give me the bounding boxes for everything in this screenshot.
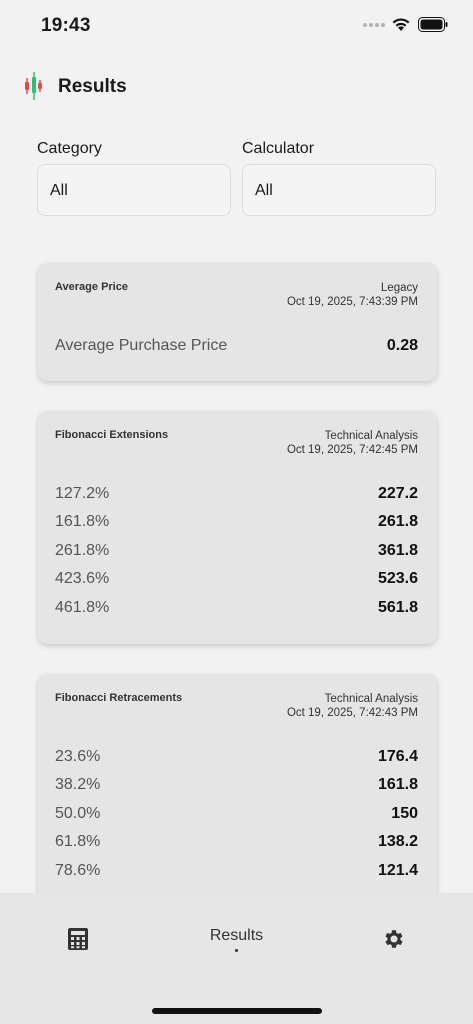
card-timestamp: Oct 19, 2025, 7:43:39 PM bbox=[286, 296, 418, 308]
card-source: Technical Analysis bbox=[324, 693, 418, 705]
tab-bar: Results bbox=[0, 893, 473, 1024]
result-row: 261.8% 361.8 bbox=[55, 542, 418, 564]
wifi-icon bbox=[392, 18, 410, 31]
calculator-icon[interactable] bbox=[66, 927, 90, 951]
calculator-select[interactable]: All bbox=[242, 164, 436, 216]
tab-results[interactable]: Results bbox=[200, 927, 273, 952]
card-timestamp: Oct 19, 2025, 7:42:43 PM bbox=[286, 707, 418, 719]
row-label: 261.8% bbox=[55, 542, 110, 559]
card-title: Fibonacci Retracements bbox=[55, 692, 183, 704]
result-card[interactable]: Average Price Legacy Oct 19, 2025, 7:43:… bbox=[38, 263, 437, 381]
row-label: 461.8% bbox=[55, 599, 110, 616]
result-row: Average Purchase Price 0.28 bbox=[55, 337, 418, 359]
row-label: 127.2% bbox=[55, 485, 110, 502]
card-meta: Technical Analysis Oct 19, 2025, 7:42:45… bbox=[287, 429, 418, 457]
row-value: 561.8 bbox=[377, 599, 418, 616]
card-timestamp: Oct 19, 2025, 7:42:45 PM bbox=[286, 444, 418, 456]
gear-icon[interactable] bbox=[382, 927, 406, 951]
result-row: 127.2% 227.2 bbox=[55, 485, 418, 507]
result-card[interactable]: Fibonacci Extensions Technical Analysis … bbox=[38, 411, 437, 644]
card-meta: Technical Analysis Oct 19, 2025, 7:42:43… bbox=[287, 692, 418, 720]
row-value: 523.6 bbox=[377, 570, 418, 587]
result-row: 38.2% 161.8 bbox=[55, 776, 418, 798]
status-bar: 19:43 bbox=[0, 0, 473, 52]
result-row: 161.8% 261.8 bbox=[55, 513, 418, 535]
result-row: 50.0% 150 bbox=[55, 805, 418, 827]
category-select[interactable]: All bbox=[37, 164, 231, 216]
calculator-label: Calculator bbox=[242, 140, 315, 157]
signal-icon bbox=[363, 23, 385, 29]
result-card[interactable]: Fibonacci Retracements Technical Analysi… bbox=[38, 674, 437, 914]
status-time: 19:43 bbox=[41, 15, 91, 36]
row-value: 138.2 bbox=[377, 833, 418, 850]
row-value: 227.2 bbox=[377, 485, 418, 502]
row-value: 161.8 bbox=[377, 776, 418, 793]
battery-icon bbox=[418, 17, 448, 32]
card-source: Legacy bbox=[380, 282, 418, 294]
row-value: 176.4 bbox=[377, 748, 418, 765]
card-meta: Legacy Oct 19, 2025, 7:43:39 PM bbox=[287, 281, 418, 309]
row-value: 361.8 bbox=[377, 542, 418, 559]
active-tab-indicator bbox=[235, 949, 238, 952]
card-source: Technical Analysis bbox=[324, 430, 418, 442]
row-label: 161.8% bbox=[55, 513, 110, 530]
row-value: 0.28 bbox=[386, 337, 418, 354]
row-label: 78.6% bbox=[55, 862, 101, 879]
row-label: 423.6% bbox=[55, 570, 110, 587]
tab-results-label: Results bbox=[209, 927, 264, 944]
row-label: 61.8% bbox=[55, 833, 101, 850]
card-title: Fibonacci Extensions bbox=[55, 429, 169, 441]
row-label: Average Purchase Price bbox=[55, 337, 228, 354]
page-title: Results bbox=[58, 76, 127, 97]
calculator-filter: Calculator All bbox=[242, 140, 436, 216]
category-filter: Category All bbox=[37, 140, 231, 216]
result-row: 23.6% 176.4 bbox=[55, 748, 418, 770]
candlestick-chart-icon bbox=[25, 72, 42, 100]
row-value: 121.4 bbox=[377, 862, 418, 879]
category-label: Category bbox=[37, 140, 102, 157]
row-value: 150 bbox=[391, 805, 418, 822]
result-row: 78.6% 121.4 bbox=[55, 862, 418, 884]
result-row: 61.8% 138.2 bbox=[55, 833, 418, 855]
result-row: 423.6% 523.6 bbox=[55, 570, 418, 592]
row-value: 261.8 bbox=[377, 513, 418, 530]
home-indicator bbox=[152, 1008, 322, 1014]
card-title: Average Price bbox=[55, 281, 128, 293]
row-label: 23.6% bbox=[55, 748, 101, 765]
row-label: 38.2% bbox=[55, 776, 101, 793]
app-header: Results bbox=[0, 66, 473, 106]
result-row: 461.8% 561.8 bbox=[55, 599, 418, 621]
row-label: 50.0% bbox=[55, 805, 101, 822]
